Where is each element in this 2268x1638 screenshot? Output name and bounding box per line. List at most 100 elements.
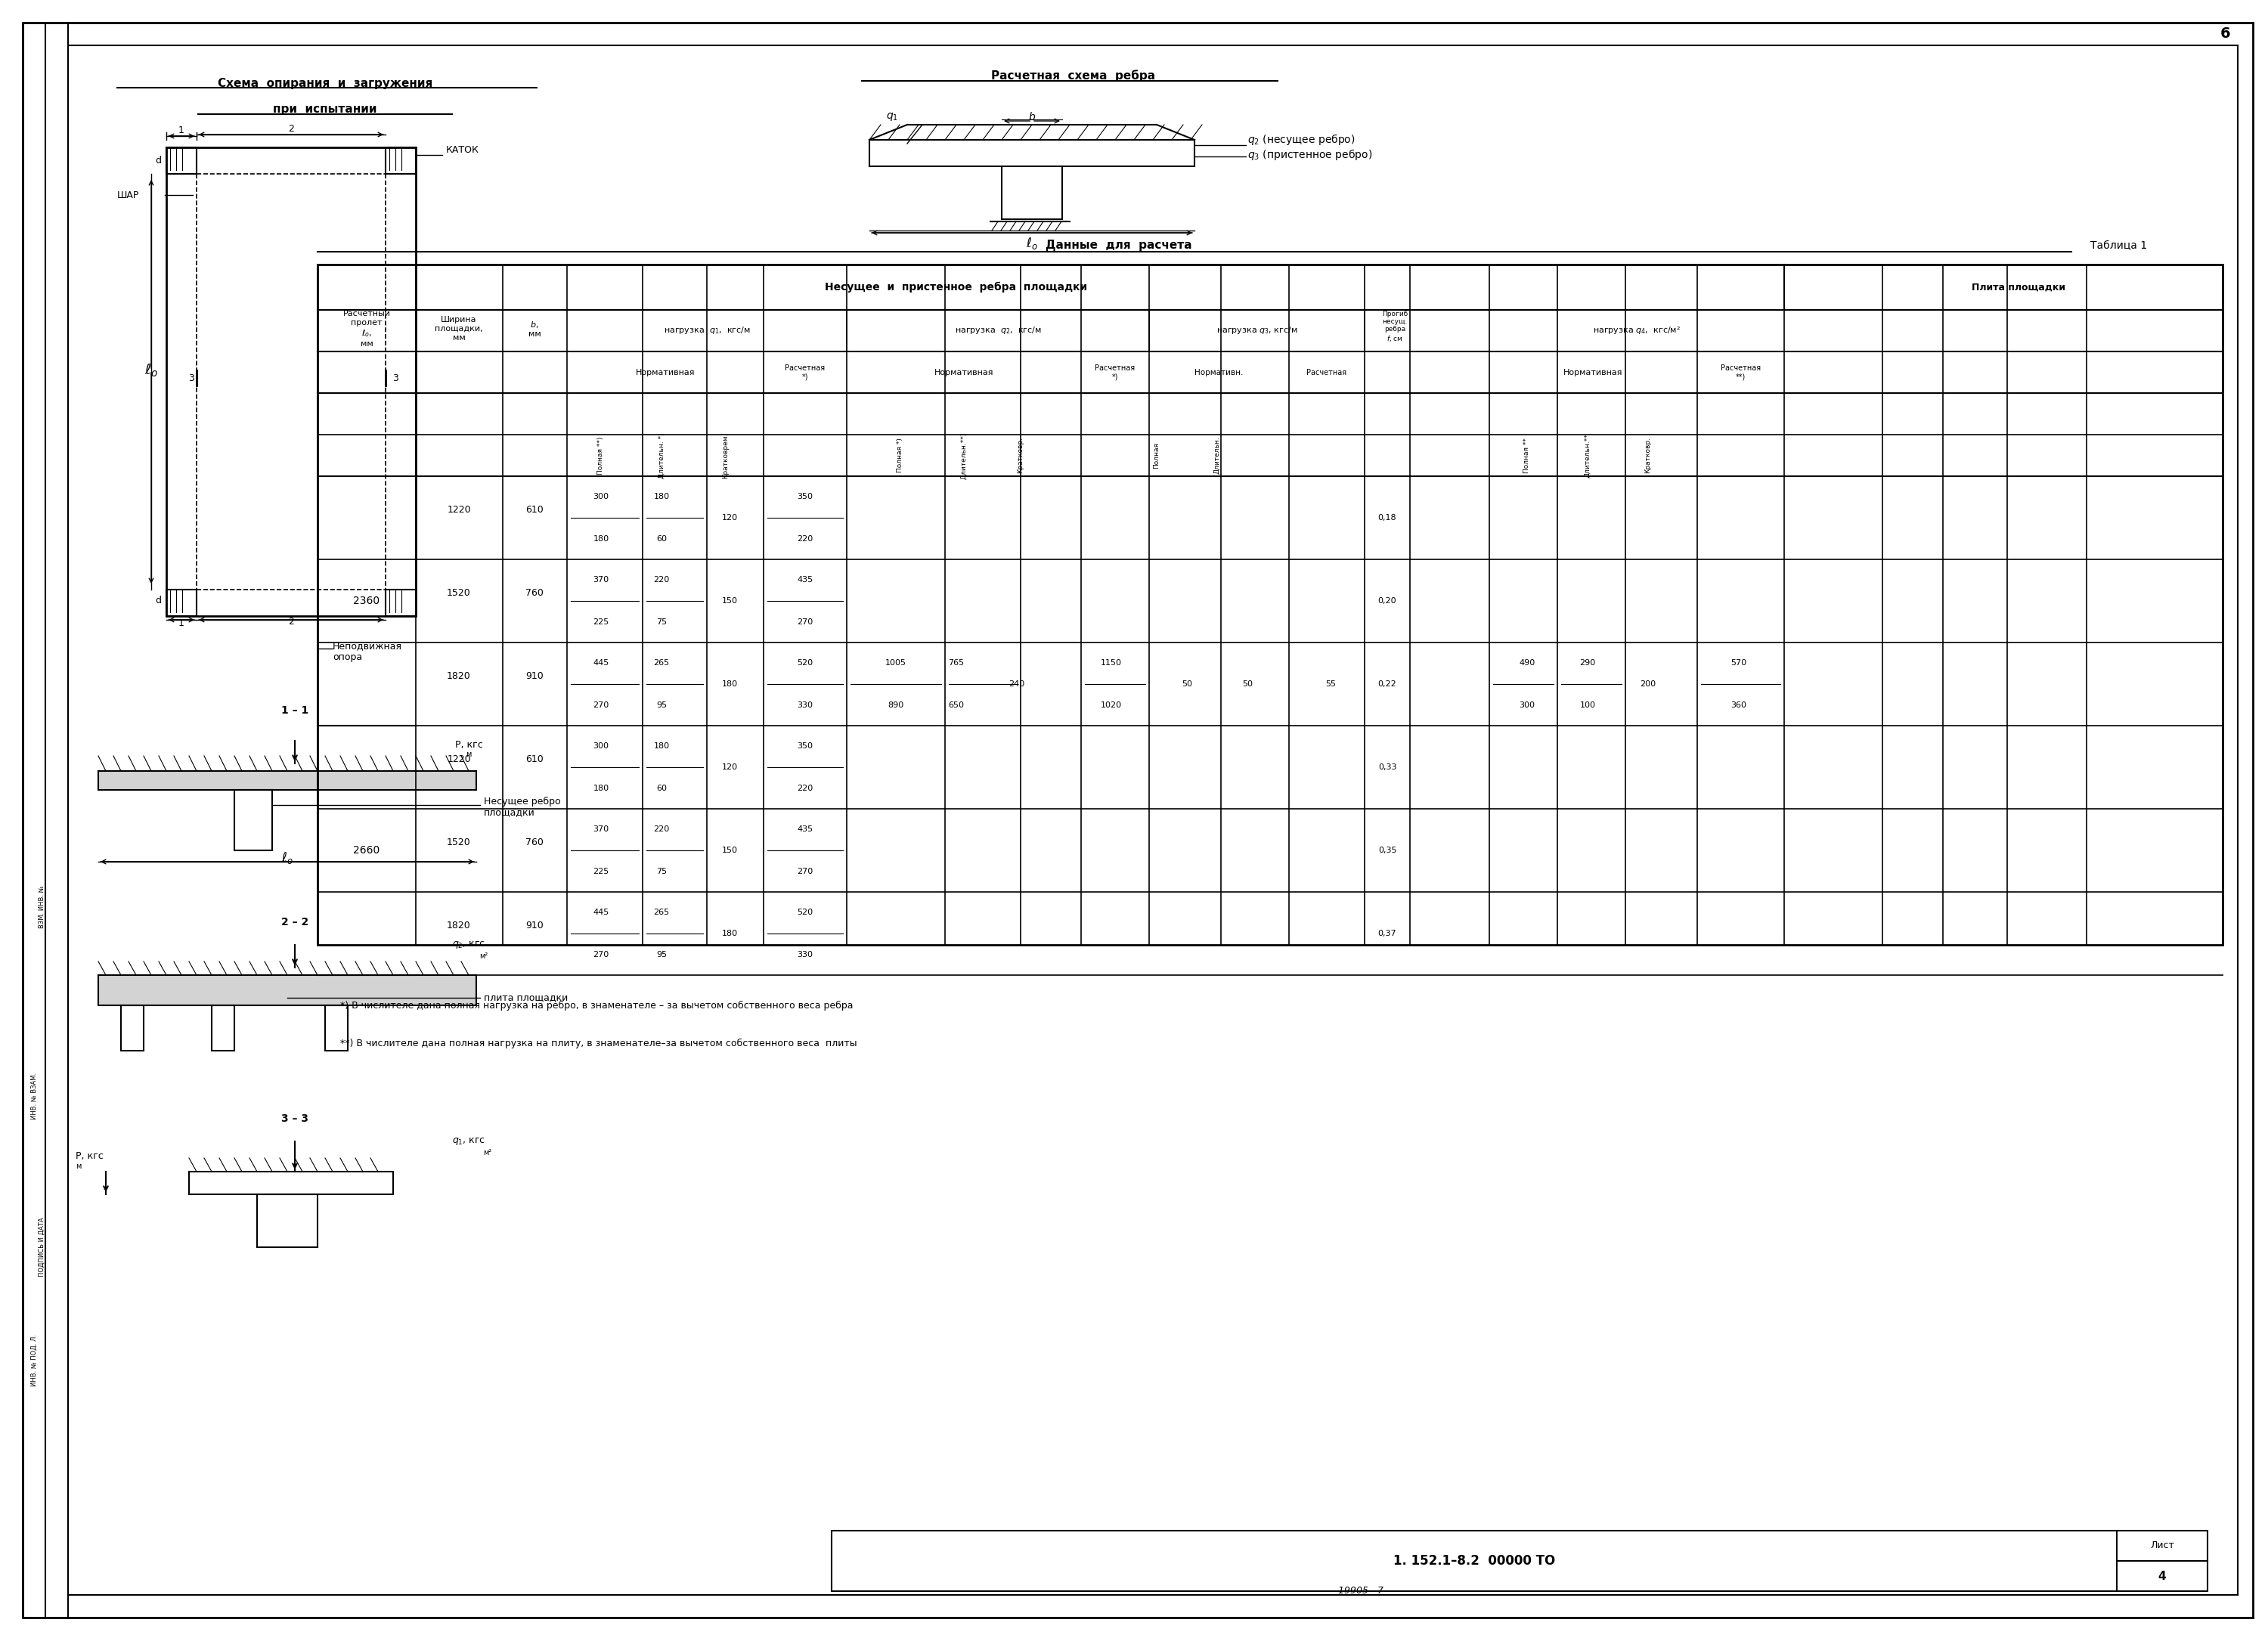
Text: Кратковр.: Кратковр. xyxy=(1644,437,1651,473)
Text: Плита площадки: Плита площадки xyxy=(1971,282,2066,292)
Text: 350: 350 xyxy=(798,493,812,501)
Text: 650: 650 xyxy=(948,701,964,709)
Text: Таблица 1: Таблица 1 xyxy=(2091,241,2148,251)
Text: *) В числителе дана полная нагрузка на ребро, в знаменателе – за вычетом собстве: *) В числителе дана полная нагрузка на р… xyxy=(340,1001,853,1011)
Text: Прогиб
несущ.
ребра
$f$, см: Прогиб несущ. ребра $f$, см xyxy=(1381,311,1408,344)
Text: Расчетная
**): Расчетная **) xyxy=(1721,364,1760,380)
Text: 3: 3 xyxy=(188,373,195,383)
Text: 2: 2 xyxy=(288,616,295,626)
Text: 910: 910 xyxy=(526,921,544,930)
Text: 330: 330 xyxy=(798,950,812,958)
Text: $\ell_o$: $\ell_o$ xyxy=(1025,236,1039,251)
Text: 225: 225 xyxy=(592,618,610,626)
Bar xyxy=(832,1530,2207,1590)
Text: 265: 265 xyxy=(653,660,669,667)
Text: нагрузка  $q_1$,  кгс/м: нагрузка $q_1$, кгс/м xyxy=(665,326,751,336)
Text: 270: 270 xyxy=(592,950,610,958)
Text: 1820: 1820 xyxy=(447,921,472,930)
Text: 75: 75 xyxy=(655,868,667,875)
Text: 435: 435 xyxy=(796,577,814,583)
Text: 55: 55 xyxy=(1325,680,1336,688)
Text: Несущее  и  пристенное  ребра  площадки: Несущее и пристенное ребра площадки xyxy=(826,282,1089,293)
Text: 370: 370 xyxy=(592,826,610,834)
Text: P, кгс: P, кгс xyxy=(75,1152,104,1161)
Text: 200: 200 xyxy=(1640,680,1656,688)
Text: $q_2$, кгс: $q_2$, кгс xyxy=(451,940,485,950)
Text: ИНВ. № ПОД. Л.: ИНВ. № ПОД. Л. xyxy=(32,1335,36,1387)
Text: d: d xyxy=(154,596,161,606)
Text: 220: 220 xyxy=(796,785,814,791)
Bar xyxy=(324,1006,347,1050)
Text: ШАР: ШАР xyxy=(118,190,138,200)
Text: Расчетная
*): Расчетная *) xyxy=(1095,364,1136,380)
Text: 490: 490 xyxy=(1520,660,1535,667)
Text: 300: 300 xyxy=(594,742,608,750)
Text: 0,33: 0,33 xyxy=(1379,763,1397,771)
Text: Длительн. *): Длительн. *) xyxy=(658,432,665,478)
Bar xyxy=(234,790,272,850)
Text: ВЗМ. ИНВ. №: ВЗМ. ИНВ. № xyxy=(39,886,45,929)
Text: Расчетный
пролет
$\ell_o$,
мм: Расчетный пролет $\ell_o$, мм xyxy=(342,310,390,347)
Bar xyxy=(166,147,197,174)
Text: Полная **): Полная **) xyxy=(599,436,603,475)
Text: 95: 95 xyxy=(655,701,667,709)
Text: 1005: 1005 xyxy=(885,660,907,667)
Text: Несущее ребро: Несущее ребро xyxy=(483,796,560,806)
Text: $b$,
мм: $b$, мм xyxy=(528,319,540,337)
Bar xyxy=(386,147,415,174)
Text: 300: 300 xyxy=(594,493,608,501)
Text: 1. 152.1–8.2  00000 ТО: 1. 152.1–8.2 00000 ТО xyxy=(1393,1554,1556,1568)
Text: Длительн.: Длительн. xyxy=(1213,437,1220,475)
Text: 180: 180 xyxy=(592,534,610,542)
Text: 1: 1 xyxy=(179,619,184,629)
Text: 150: 150 xyxy=(721,598,737,604)
Text: $q_3$ (пристенное ребро): $q_3$ (пристенное ребро) xyxy=(1247,147,1372,162)
Text: 150: 150 xyxy=(721,847,737,853)
Text: опора: опора xyxy=(333,652,363,662)
Text: Полная **: Полная ** xyxy=(1524,437,1531,473)
Bar xyxy=(98,975,476,1006)
Text: Ширина
площадки,
мм: Ширина площадки, мм xyxy=(435,316,483,341)
Text: 3: 3 xyxy=(392,373,399,383)
Text: 265: 265 xyxy=(653,909,669,917)
Text: КАТОК: КАТОК xyxy=(447,144,479,154)
Bar xyxy=(211,1006,234,1050)
Bar xyxy=(166,590,197,616)
Text: Кратковрем.: Кратковрем. xyxy=(721,432,730,478)
Text: Нормативная: Нормативная xyxy=(934,369,993,377)
Text: 2660: 2660 xyxy=(354,845,381,855)
Text: Лист: Лист xyxy=(2150,1541,2175,1551)
Text: нагрузка  $q_2$,  кгс/м: нагрузка $q_2$, кгс/м xyxy=(955,326,1041,336)
Text: **) В числителе дана полная нагрузка на плиту, в знаменателе–за вычетом собствен: **) В числителе дана полная нагрузка на … xyxy=(340,1038,857,1048)
Text: 300: 300 xyxy=(1520,701,1535,709)
Text: м²: м² xyxy=(483,1148,492,1156)
Text: 520: 520 xyxy=(796,909,814,917)
Text: 220: 220 xyxy=(653,826,669,834)
Text: 2 – 2: 2 – 2 xyxy=(281,917,308,927)
Bar xyxy=(256,1194,318,1247)
Text: плита площадки: плита площадки xyxy=(483,993,567,1002)
Text: 445: 445 xyxy=(592,660,610,667)
Text: 760: 760 xyxy=(526,588,544,598)
Text: 60: 60 xyxy=(655,785,667,791)
Text: 225: 225 xyxy=(592,868,610,875)
Text: 220: 220 xyxy=(796,534,814,542)
Text: Длительн.**): Длительн.**) xyxy=(962,432,966,478)
Text: 1: 1 xyxy=(179,126,184,136)
Bar xyxy=(188,1171,392,1194)
Text: 1520: 1520 xyxy=(447,839,472,848)
Text: 1150: 1150 xyxy=(1100,660,1123,667)
Text: 765: 765 xyxy=(948,660,964,667)
Text: при  испытании: при испытании xyxy=(272,103,376,115)
Text: Длительн.**: Длительн.** xyxy=(1583,432,1592,478)
Text: 50: 50 xyxy=(1243,680,1252,688)
Text: 180: 180 xyxy=(653,493,669,501)
Bar xyxy=(120,1006,143,1050)
Text: 50: 50 xyxy=(1182,680,1193,688)
Text: 0,20: 0,20 xyxy=(1379,598,1397,604)
Text: 1520: 1520 xyxy=(447,588,472,598)
Text: $q_1$, кгс: $q_1$, кгс xyxy=(451,1137,485,1147)
Text: Нормативная: Нормативная xyxy=(635,369,694,377)
Text: 180: 180 xyxy=(592,785,610,791)
Text: 2360: 2360 xyxy=(354,596,381,606)
